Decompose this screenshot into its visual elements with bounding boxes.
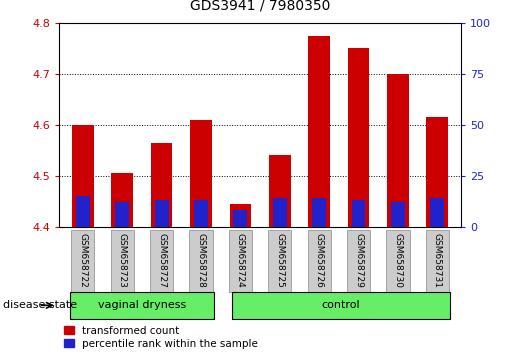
Text: GSM658731: GSM658731 <box>433 233 442 288</box>
Bar <box>426 117 448 227</box>
Text: disease state: disease state <box>3 300 77 310</box>
Bar <box>308 36 330 227</box>
Bar <box>233 210 247 227</box>
Bar <box>76 196 90 227</box>
Bar <box>431 198 444 227</box>
Bar <box>194 200 208 227</box>
Bar <box>111 173 133 227</box>
Bar <box>273 198 287 227</box>
Text: control: control <box>321 300 360 310</box>
Bar <box>391 202 405 227</box>
Text: vaginal dryness: vaginal dryness <box>98 300 186 310</box>
Bar <box>190 120 212 227</box>
Text: GSM658723: GSM658723 <box>118 233 127 288</box>
Text: GSM658724: GSM658724 <box>236 233 245 288</box>
Bar <box>268 230 291 292</box>
Bar <box>348 48 369 227</box>
Bar <box>307 230 331 292</box>
Text: GSM658722: GSM658722 <box>78 233 88 288</box>
Bar <box>154 200 168 227</box>
Bar <box>312 198 326 227</box>
Bar <box>115 202 129 227</box>
Bar <box>111 230 134 292</box>
Bar <box>386 230 409 292</box>
Bar <box>70 292 214 319</box>
Bar <box>72 125 94 227</box>
Bar <box>230 204 251 227</box>
Bar <box>426 230 449 292</box>
Bar <box>150 230 173 292</box>
Bar <box>71 230 94 292</box>
Bar <box>151 143 173 227</box>
Bar <box>347 230 370 292</box>
Text: GSM658726: GSM658726 <box>315 233 323 288</box>
Text: GSM658730: GSM658730 <box>393 233 402 288</box>
Text: GSM658729: GSM658729 <box>354 233 363 288</box>
Bar <box>229 230 252 292</box>
Bar <box>232 292 450 319</box>
Text: GDS3941 / 7980350: GDS3941 / 7980350 <box>190 0 330 12</box>
Bar <box>352 200 366 227</box>
Text: GSM658725: GSM658725 <box>275 233 284 288</box>
Bar <box>269 155 290 227</box>
Text: GSM658728: GSM658728 <box>197 233 205 288</box>
Legend: transformed count, percentile rank within the sample: transformed count, percentile rank withi… <box>64 326 258 349</box>
Bar <box>387 74 409 227</box>
Text: GSM658727: GSM658727 <box>157 233 166 288</box>
Bar <box>190 230 213 292</box>
